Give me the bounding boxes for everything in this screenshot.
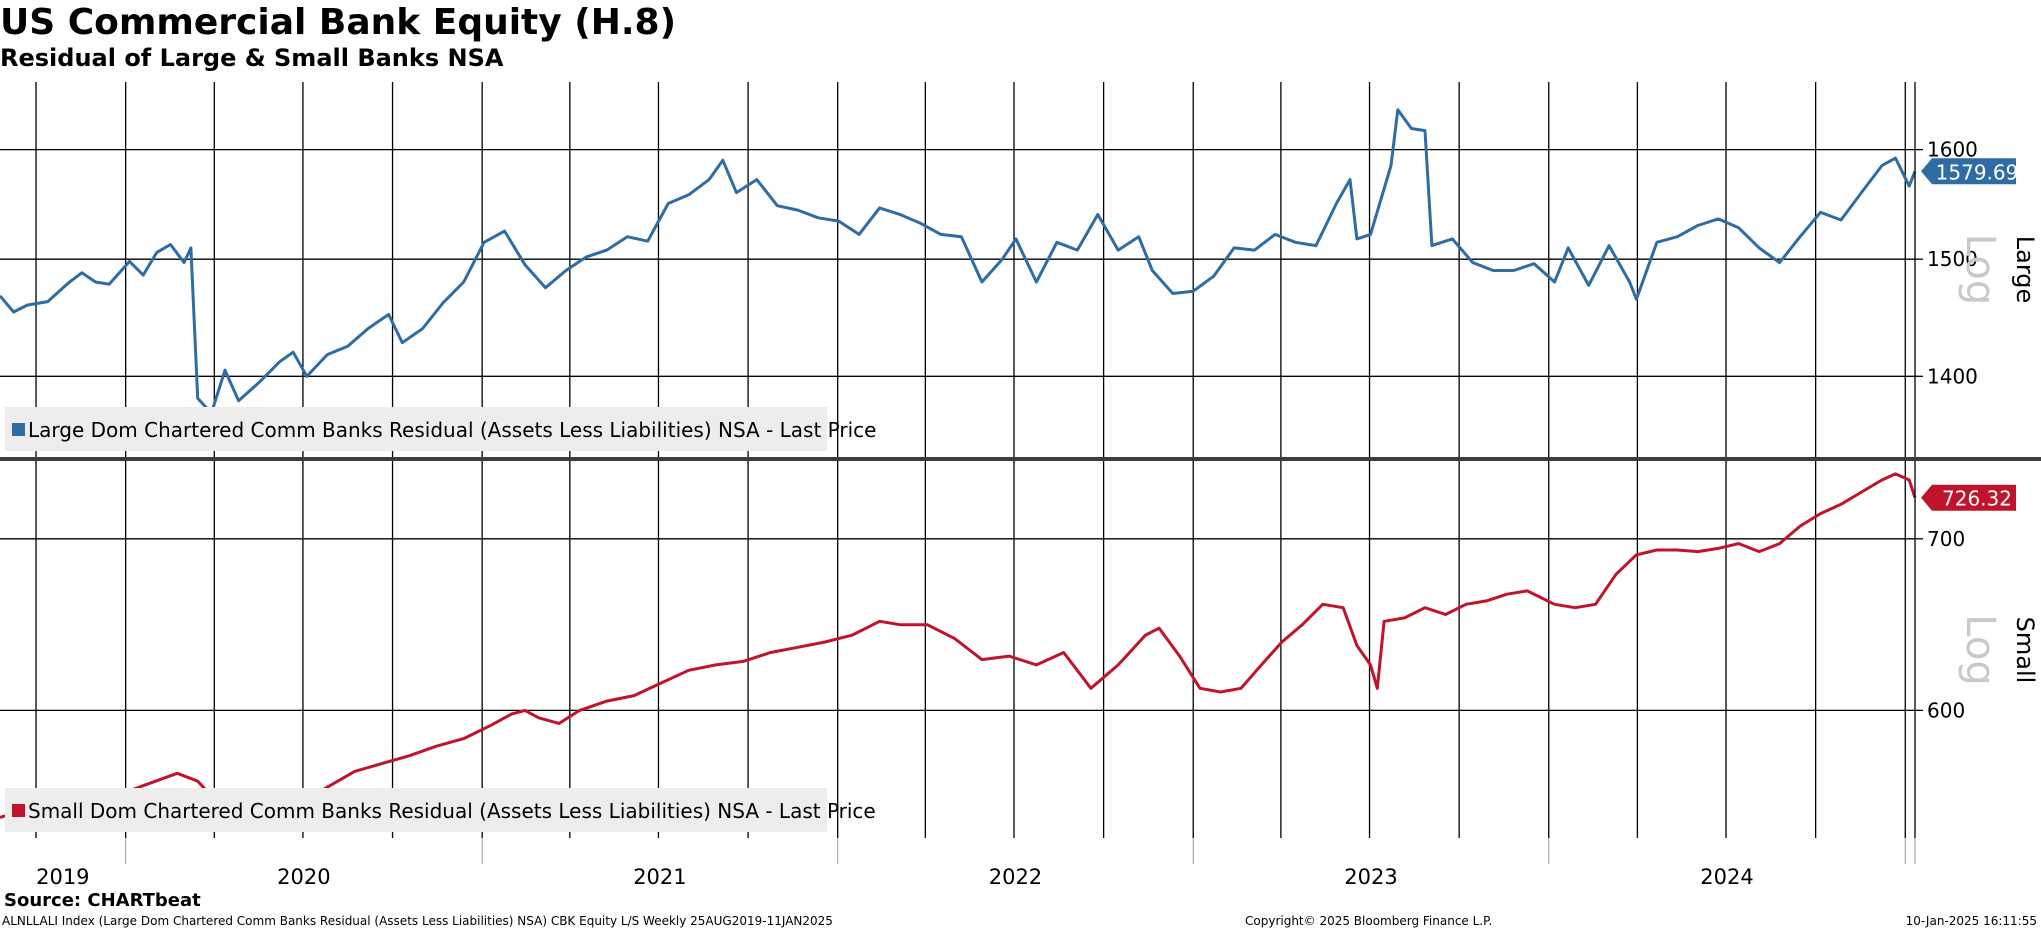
footer-copyright: Copyright© 2025 Bloomberg Finance L.P.: [1245, 914, 1493, 928]
legend-swatch-large: [12, 423, 25, 436]
footer-ticker-description: ALNLLALI Index (Large Dom Chartered Comm…: [2, 914, 833, 928]
source-note: Source: CHARTbeat: [4, 890, 201, 911]
footer-timestamp: 10-Jan-2025 16:11:55: [1905, 914, 2037, 928]
legend-swatch-small: [12, 804, 25, 817]
y-axis-title-small: Small: [2011, 617, 2039, 684]
legend-box-small: [5, 788, 827, 832]
y-axis-title-large: Large: [2011, 236, 2039, 304]
y-axis-tick-label: 1600: [1927, 138, 1978, 162]
last-value-label-small: 726.32: [1942, 487, 2012, 511]
y-axis-tick-label: 700: [1927, 527, 1965, 551]
y-axis-tick-label: 600: [1927, 698, 1965, 722]
last-value-marker-large: [1921, 158, 2016, 185]
x-axis-year-label: 2022: [989, 865, 1042, 889]
last-value-marker-small: [1921, 484, 2016, 511]
y-axis-tick-label: 1500: [1927, 247, 1978, 271]
x-axis-year-label: 2021: [633, 865, 686, 889]
series-line-large: [0, 108, 1917, 415]
legend-box-large: [5, 407, 827, 451]
legend-label-large: Large Dom Chartered Comm Banks Residual …: [28, 418, 876, 442]
x-axis-year-label: 2023: [1344, 865, 1397, 889]
legend-label-small: Small Dom Chartered Comm Banks Residual …: [28, 799, 876, 823]
chart-subtitle: Residual of Large & Small Banks NSA: [0, 44, 504, 72]
x-axis-year-label: 2020: [277, 865, 330, 889]
chart-title: US Commercial Bank Equity (H.8): [0, 2, 677, 43]
y-axis-tick-label: 1400: [1927, 364, 1978, 388]
last-value-label-large: 1579.69: [1936, 160, 2019, 184]
y-scale-label-small: Log: [1957, 614, 2003, 685]
x-axis-year-label: 2024: [1700, 865, 1753, 889]
x-axis-year-label: 2019: [36, 865, 89, 889]
y-scale-label-large: Log: [1957, 234, 2003, 305]
